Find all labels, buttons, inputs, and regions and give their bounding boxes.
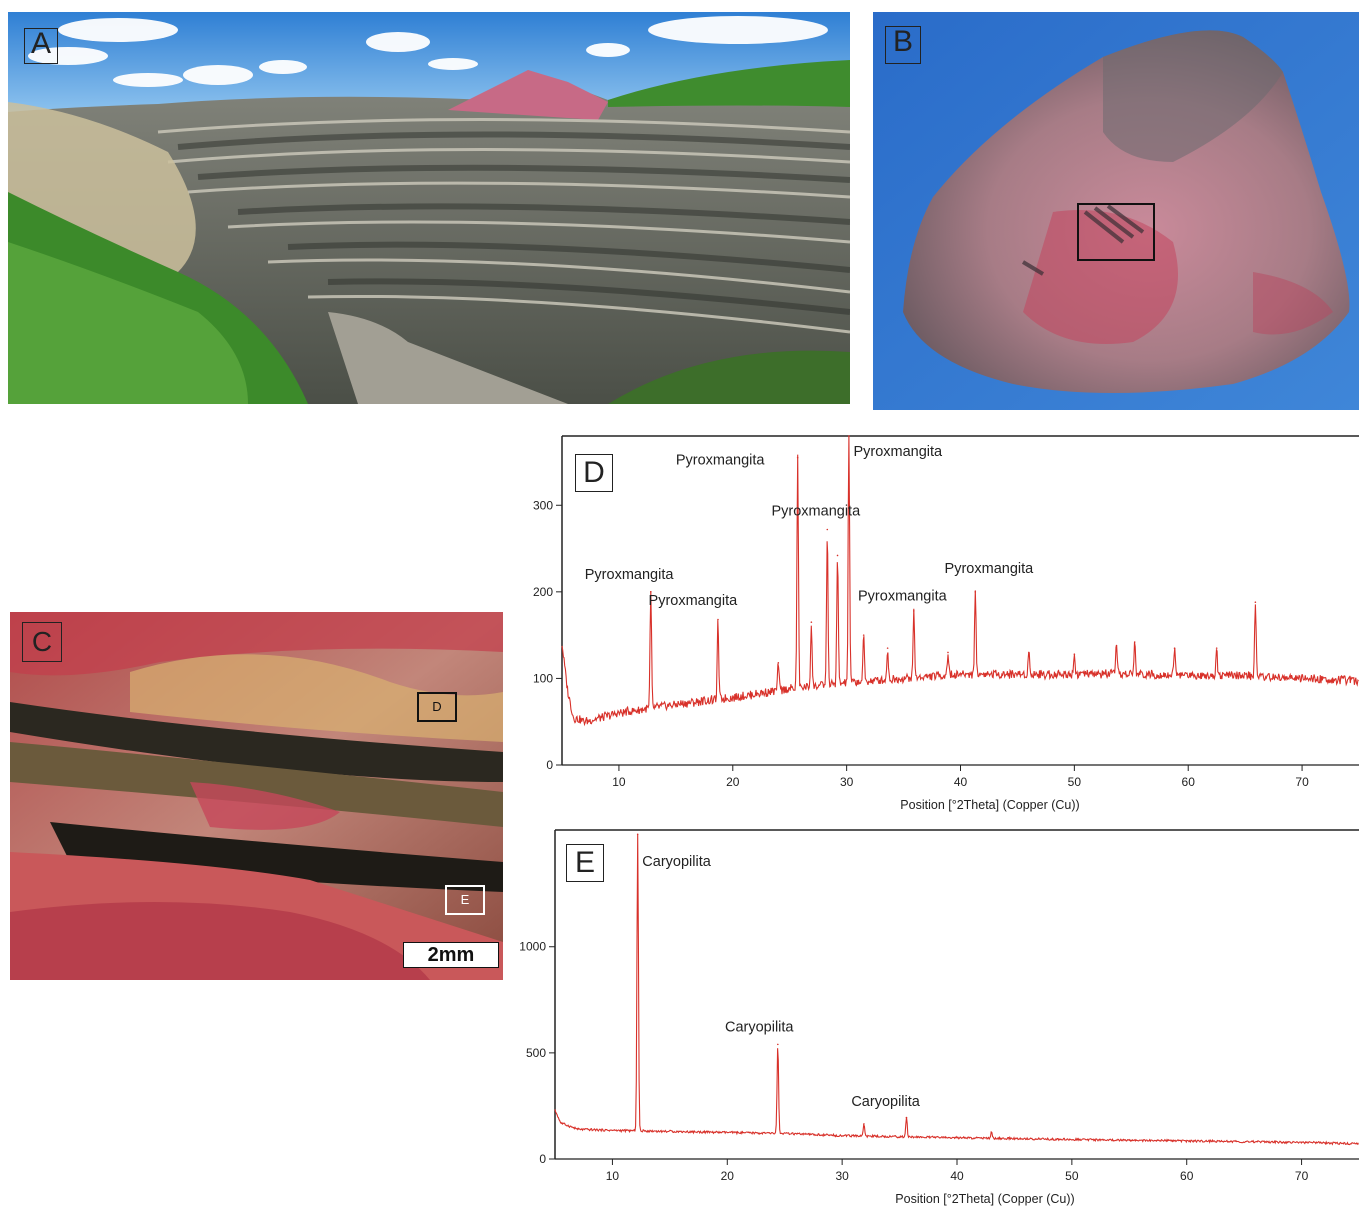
x-tick-label: 60	[1180, 1169, 1194, 1183]
peak-point	[905, 1116, 908, 1119]
photo-panel-c: C D E 2mm	[10, 612, 503, 980]
peak-point	[974, 591, 977, 593]
inset-box-e: E	[445, 885, 485, 915]
x-tick-label: 50	[1068, 775, 1082, 789]
peak-point	[650, 591, 652, 593]
chart-panel-label: D	[575, 454, 613, 492]
peak-point	[1133, 641, 1136, 643]
peak-annotation: Pyroxmangita	[771, 504, 861, 520]
panel-label: A	[24, 28, 58, 64]
open-pit-mine-photo	[8, 12, 850, 404]
peak-point	[990, 1131, 993, 1134]
diffraction-pattern-line	[561, 435, 1359, 727]
y-tick-label: 200	[533, 585, 553, 599]
peak-point	[863, 1123, 865, 1125]
y-tick-label: 0	[539, 1152, 546, 1166]
photo-panel-a: A	[8, 12, 850, 404]
peak-point	[777, 1043, 779, 1046]
peak-point	[947, 651, 949, 654]
peak-point	[636, 833, 639, 836]
peak-point	[826, 528, 829, 531]
y-tick-label: 100	[533, 671, 553, 685]
inset-box	[1077, 203, 1155, 261]
peak-point	[1254, 601, 1257, 604]
x-tick-label: 40	[954, 775, 968, 789]
x-tick-label: 10	[606, 1169, 620, 1183]
peak-point	[913, 610, 915, 612]
xrd-chart-d: 0 100 200 300 10 20 30 40 50 60 70 Pyroxmangita Pyro…	[500, 432, 1359, 820]
peak-annotation: Caryopilita	[851, 1094, 920, 1110]
xrd-chart-e-svg: 0 500 1000 10 20 30 40 50 60 70 Caryopilita Caryopi…	[519, 829, 1359, 1183]
peak-point	[717, 618, 719, 621]
peak-point	[1115, 644, 1118, 647]
x-tick-label: 10	[612, 775, 626, 789]
xrd-chart-e: 0 500 1000 10 20 30 40 50 60 70 Caryopilita Caryopi…	[500, 826, 1359, 1209]
x-tick-label: 40	[950, 1169, 964, 1183]
peak-point	[777, 662, 780, 664]
y-tick-label: 0	[546, 758, 553, 772]
x-tick-label: 30	[835, 1169, 849, 1183]
x-tick-label: 70	[1295, 1169, 1309, 1183]
x-tick-label: 50	[1065, 1169, 1079, 1183]
x-axis-label: Position [°2Theta] (Copper (Cu))	[895, 1192, 1075, 1206]
photo-panel-b: B	[873, 12, 1359, 410]
micrograph-photo	[10, 612, 503, 980]
y-tick-label: 500	[526, 1046, 546, 1060]
x-tick-label: 70	[1295, 775, 1309, 789]
peak-point	[1028, 651, 1030, 654]
x-axis-label: Position [°2Theta] (Copper (Cu))	[900, 798, 1080, 812]
panel-label: C	[22, 622, 62, 662]
peak-point	[1173, 647, 1176, 649]
peak-annotation: Pyroxmangita	[858, 589, 948, 605]
x-tick-label: 20	[726, 775, 740, 789]
peak-annotation: Pyroxmangita	[676, 453, 766, 469]
xrd-chart-d-svg: 0 100 200 300 10 20 30 40 50 60 70 Pyroxmangita Pyro…	[533, 435, 1359, 789]
peak-point	[886, 647, 889, 649]
peak-annotation: Pyroxmangita	[649, 593, 739, 609]
peak-point	[796, 456, 799, 459]
peak-point	[836, 554, 839, 557]
peak-point	[1215, 647, 1218, 649]
x-tick-label: 20	[721, 1169, 735, 1183]
chart-panel-label: E	[566, 844, 604, 882]
diffraction-pattern-line	[554, 834, 1359, 1146]
rock-sample-photo	[873, 12, 1359, 410]
inset-box-d: D	[417, 692, 457, 722]
x-tick-label: 60	[1182, 775, 1196, 789]
peak-annotation: Caryopilita	[725, 1020, 794, 1036]
y-tick-label: 300	[533, 498, 553, 512]
peak-point	[862, 634, 865, 636]
peak-point	[1073, 653, 1076, 655]
x-tick-label: 30	[840, 775, 854, 789]
peak-point	[810, 621, 813, 623]
panel-label: B	[885, 26, 921, 64]
peak-annotation: Pyroxmangita	[945, 561, 1035, 577]
peak-annotation: Caryopilita	[642, 854, 711, 870]
peak-point	[848, 435, 850, 437]
peak-annotation: Pyroxmangita	[853, 444, 943, 460]
y-tick-label: 1000	[519, 940, 546, 954]
peak-annotation: Pyroxmangita	[585, 567, 675, 583]
scale-bar: 2mm	[403, 942, 499, 968]
